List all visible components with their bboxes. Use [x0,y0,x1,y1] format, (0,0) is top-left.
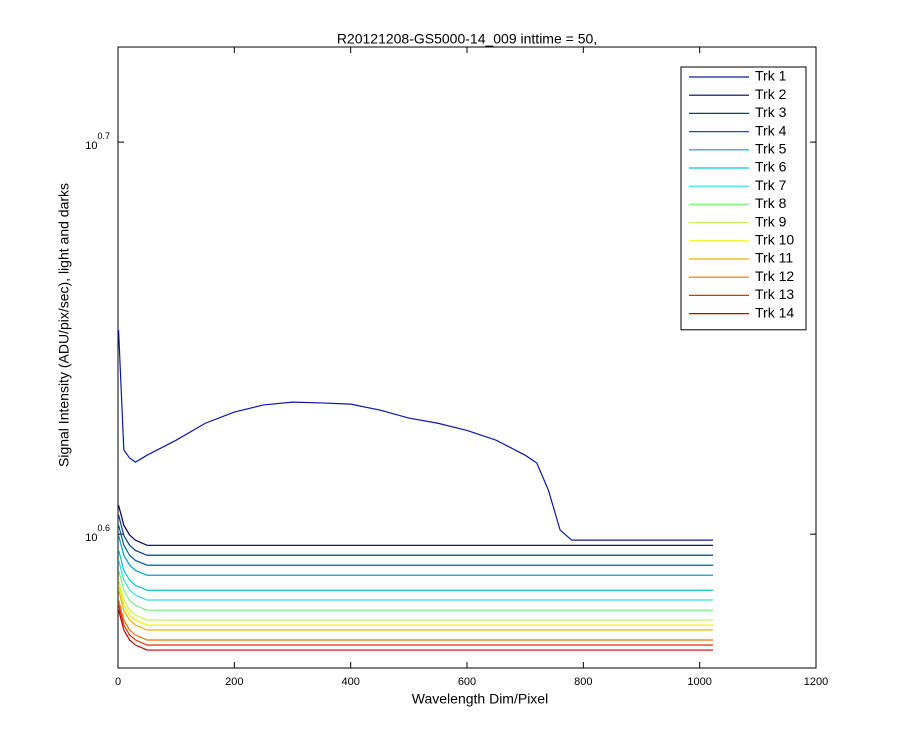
legend-label: Trk 4 [755,122,787,138]
series-line [118,514,714,556]
x-tick-label: 600 [458,676,476,688]
legend-label: Trk 1 [755,68,787,84]
y-tick-label: 100.7 [85,131,110,152]
series-line [118,604,714,646]
series-line [118,330,714,541]
legend-label: Trk 11 [755,250,793,266]
legend-label: Trk 5 [755,141,787,157]
legend-label: Trk 12 [755,268,794,284]
x-tick-label: 200 [225,676,243,688]
x-axis-label: Wavelength Dim/Pixel [412,691,548,707]
series-line [118,609,714,651]
x-tick-label: 0 [115,676,121,688]
series-line [118,549,714,591]
series-line [118,589,714,631]
legend-label: Trk 3 [755,104,787,120]
x-tick-label: 800 [574,676,592,688]
series-line [118,535,714,576]
legend-box [680,66,807,331]
series-line [118,584,714,626]
y-axis-label: Signal Intensity (ADU/pix/sec), light an… [56,183,72,467]
x-tick-label: 400 [341,676,359,688]
series-line [118,569,714,611]
legend-label: Trk 10 [755,232,794,248]
legend-label: Trk 7 [755,177,787,193]
legend-label: Trk 13 [755,286,794,302]
x-tick-label: 1200 [804,676,828,688]
legend-label: Trk 6 [755,159,787,175]
legend-label: Trk 8 [755,195,787,211]
chart-title: R20121208-GS5000-14_009 inttime = 50, [337,31,597,47]
series-line [118,505,714,546]
legend-label: Trk 2 [755,86,787,102]
x-tick-label: 1000 [687,676,711,688]
series-line [118,559,714,601]
series-line [118,579,714,621]
series-line [118,599,714,641]
y-tick-label: 100.6 [85,524,110,545]
series-line [118,525,714,566]
legend-label: Trk 14 [755,304,794,320]
legend-label: Trk 9 [755,213,787,229]
